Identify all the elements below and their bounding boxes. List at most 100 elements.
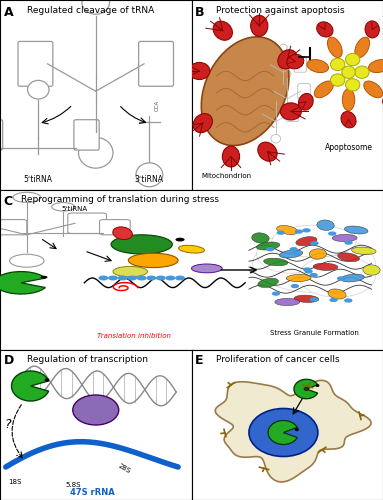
Circle shape	[176, 276, 184, 280]
Circle shape	[118, 276, 127, 280]
Text: 28S: 28S	[117, 462, 132, 474]
Ellipse shape	[345, 54, 360, 66]
Circle shape	[330, 298, 337, 302]
Circle shape	[128, 276, 136, 280]
Ellipse shape	[253, 235, 375, 292]
Ellipse shape	[309, 249, 327, 259]
Text: Translation inhibition: Translation inhibition	[97, 333, 171, 339]
Text: Pol I: Pol I	[85, 406, 107, 414]
Ellipse shape	[52, 202, 75, 211]
Ellipse shape	[342, 89, 355, 110]
Ellipse shape	[189, 62, 210, 80]
Wedge shape	[268, 420, 297, 444]
FancyBboxPatch shape	[294, 57, 306, 72]
Circle shape	[345, 299, 352, 302]
Ellipse shape	[10, 254, 44, 267]
Circle shape	[345, 241, 352, 244]
Circle shape	[277, 232, 284, 234]
FancyBboxPatch shape	[260, 57, 273, 72]
Ellipse shape	[355, 66, 369, 78]
FancyBboxPatch shape	[253, 106, 265, 122]
Wedge shape	[0, 272, 45, 294]
Circle shape	[166, 276, 175, 280]
Ellipse shape	[352, 247, 376, 254]
Text: Apoptosome: Apoptosome	[324, 142, 373, 152]
Circle shape	[338, 277, 345, 280]
Ellipse shape	[192, 264, 222, 273]
Ellipse shape	[317, 22, 333, 37]
Ellipse shape	[287, 54, 304, 69]
Text: B: B	[195, 6, 205, 18]
Ellipse shape	[249, 408, 318, 457]
Ellipse shape	[342, 66, 355, 78]
Polygon shape	[215, 380, 371, 482]
Circle shape	[99, 276, 108, 280]
Ellipse shape	[341, 112, 356, 128]
Text: C: C	[4, 195, 13, 208]
Ellipse shape	[307, 60, 329, 72]
Circle shape	[290, 248, 297, 250]
FancyBboxPatch shape	[0, 220, 27, 235]
Ellipse shape	[344, 226, 368, 234]
Circle shape	[295, 230, 302, 233]
Ellipse shape	[317, 220, 334, 230]
Circle shape	[157, 276, 165, 280]
Wedge shape	[11, 371, 49, 401]
Ellipse shape	[113, 266, 147, 277]
Ellipse shape	[264, 258, 288, 266]
FancyBboxPatch shape	[286, 106, 299, 122]
Text: Proliferation of cancer cells: Proliferation of cancer cells	[216, 354, 340, 364]
Ellipse shape	[275, 298, 300, 306]
Text: Reprogramming of translation during stress: Reprogramming of translation during stre…	[21, 195, 219, 204]
Circle shape	[311, 298, 318, 301]
Wedge shape	[294, 380, 318, 398]
Circle shape	[293, 252, 300, 255]
Text: D: D	[4, 354, 14, 368]
Circle shape	[44, 378, 49, 382]
Ellipse shape	[272, 225, 356, 257]
Ellipse shape	[73, 395, 119, 425]
Circle shape	[267, 248, 273, 250]
Circle shape	[303, 229, 310, 232]
Text: ?: ?	[4, 418, 11, 432]
Ellipse shape	[355, 37, 370, 58]
Ellipse shape	[365, 21, 380, 38]
Ellipse shape	[314, 81, 333, 98]
Ellipse shape	[250, 16, 268, 36]
Ellipse shape	[313, 263, 338, 270]
Circle shape	[291, 284, 298, 288]
Circle shape	[41, 276, 47, 278]
FancyBboxPatch shape	[68, 213, 106, 234]
FancyBboxPatch shape	[0, 120, 3, 150]
Circle shape	[329, 232, 336, 235]
Ellipse shape	[299, 256, 375, 297]
Ellipse shape	[331, 58, 345, 70]
Ellipse shape	[294, 295, 319, 302]
Circle shape	[273, 292, 280, 295]
Ellipse shape	[280, 44, 287, 51]
Circle shape	[305, 270, 312, 273]
Ellipse shape	[296, 236, 317, 246]
Circle shape	[316, 384, 319, 387]
Ellipse shape	[257, 235, 326, 273]
FancyBboxPatch shape	[74, 120, 99, 150]
Ellipse shape	[136, 163, 163, 187]
Ellipse shape	[178, 246, 205, 253]
FancyBboxPatch shape	[298, 84, 310, 99]
Ellipse shape	[286, 274, 311, 281]
Ellipse shape	[213, 21, 232, 40]
Ellipse shape	[79, 138, 113, 168]
Circle shape	[310, 274, 317, 276]
Ellipse shape	[328, 289, 346, 299]
Ellipse shape	[364, 81, 383, 98]
FancyBboxPatch shape	[18, 42, 53, 86]
Ellipse shape	[279, 85, 288, 94]
Circle shape	[137, 276, 146, 280]
Ellipse shape	[363, 265, 380, 275]
Text: 5.8S: 5.8S	[65, 482, 80, 488]
Ellipse shape	[327, 37, 342, 58]
Circle shape	[304, 268, 311, 271]
Ellipse shape	[258, 142, 277, 161]
Ellipse shape	[271, 134, 280, 143]
Text: Stress Granule Formation: Stress Granule Formation	[270, 330, 358, 336]
